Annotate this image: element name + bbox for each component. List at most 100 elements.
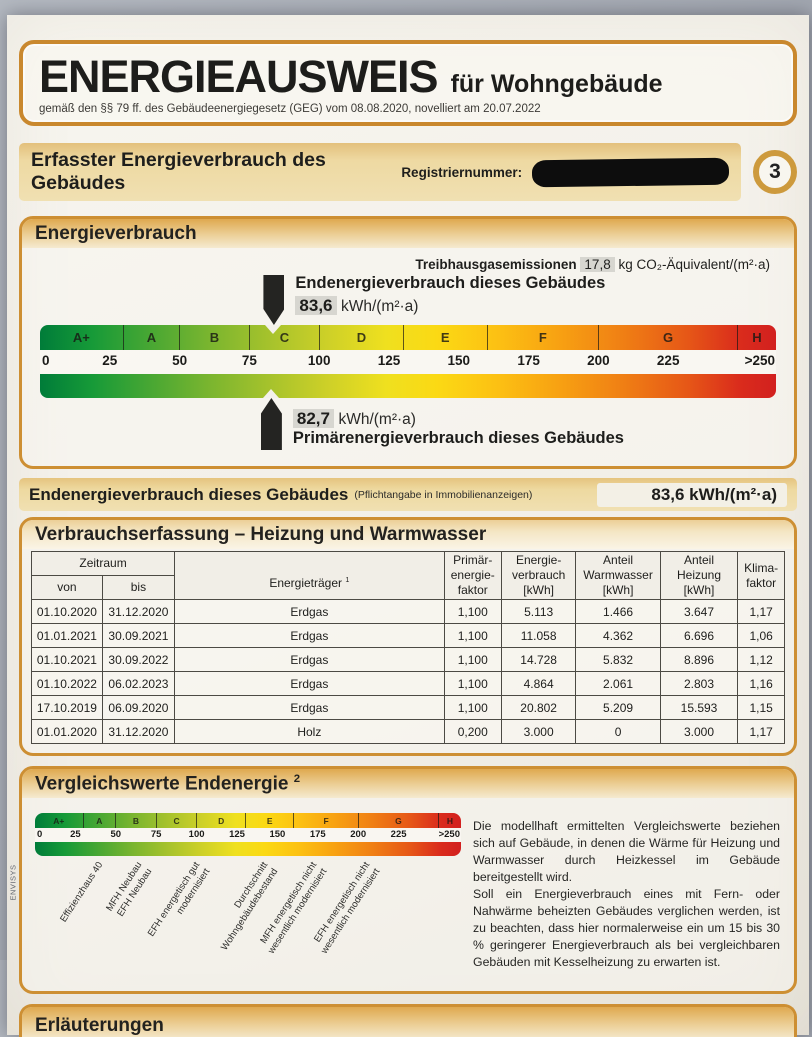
end-energy-pointer-row: Endenergieverbrauch dieses Gebäudes 83,6… <box>40 272 776 325</box>
scale-tick-150: 150 <box>269 829 286 841</box>
table-cell: 5.832 <box>575 647 661 672</box>
mandatory-note: (Pflichtangabe in Immobilienanzeigen) <box>354 488 533 501</box>
main-energy-scale: A+ A B C D E F G H 0 25 50 75 100 125 150 175 200 225 >250 <box>40 325 776 398</box>
scale-segment-B: B <box>180 325 250 350</box>
table-cell: 1.466 <box>575 599 661 624</box>
table-cell: 1,100 <box>443 599 502 624</box>
scale-tick-50: 50 <box>110 829 122 841</box>
section-bar-title: Erfasster Energieverbrauch des Gebäudes <box>31 149 326 194</box>
comparison-scale-tick-row: 0 25 50 75 100 125 150 175 200 225 >250 <box>35 828 461 843</box>
scale-tick-50: 50 <box>172 353 188 368</box>
table-cell: 3.000 <box>500 719 577 744</box>
table-cell: 30.09.2021 <box>101 623 176 648</box>
scale-segment-C: C <box>157 813 198 829</box>
table-cell: 20.802 <box>500 695 577 720</box>
primary-energy-unit: kWh/(m²·a) <box>338 411 416 428</box>
scale-tick-25: 25 <box>102 353 118 368</box>
law-reference: gemäß den §§ 79 ff. des Gebäudeenergiege… <box>39 103 541 115</box>
table-cell: 17.10.2019 <box>31 695 103 720</box>
comparison-scale: A+ A B C D E F G H 0 25 50 75 100 125 150 175 200 225 >250 <box>35 813 461 857</box>
scale-tick-200: 200 <box>587 353 610 368</box>
scale-segment-E: E <box>404 325 488 350</box>
scale-tick-125: 125 <box>229 829 245 841</box>
scale-segment-F: F <box>294 813 359 829</box>
table-cell: 1,16 <box>737 671 785 696</box>
scale-segment-E: E <box>246 813 295 829</box>
main-scale-tick-row: 0 25 50 75 100 125 150 175 200 225 >250 <box>40 350 776 374</box>
col-header-anteil-heizung: Anteil Heizung [kWh] <box>659 551 739 600</box>
comparison-scale-letter-band: A+ A B C D E F G H <box>35 813 461 829</box>
scale-tick-75: 75 <box>150 829 162 841</box>
table-cell: 1,100 <box>443 695 502 720</box>
table-cell: 5.113 <box>500 599 577 624</box>
scale-segment-F: F <box>488 325 599 350</box>
scale-tick-0: 0 <box>37 829 43 841</box>
comparison-paragraph-2: Soll ein Energieverbrauch eines mit Fern… <box>473 887 780 970</box>
table-cell: 5.209 <box>575 695 661 720</box>
table-cell: 0,200 <box>443 719 502 744</box>
table-row: 01.01.2021 30.09.2021 Erdgas 1,100 11.058 4.3… <box>31 623 785 648</box>
table-cell: 01.10.2021 <box>31 647 103 672</box>
scale-tick-100: 100 <box>188 829 205 841</box>
table-cell: 2.803 <box>659 671 739 696</box>
mandatory-value: 83,6 kWh/(m²·a) <box>597 482 787 507</box>
table-row: 01.10.2022 06.02.2023 Erdgas 1,100 4.864 2.06… <box>31 671 785 696</box>
table-cell: 1,100 <box>443 623 502 648</box>
scale-tick-75: 75 <box>241 353 257 368</box>
main-scale-letter-band: A+ A B C D E F G H <box>40 325 776 350</box>
section-bar-erfasster-energieverbrauch: Erfasster Energieverbrauch des Gebäudes … <box>19 143 741 201</box>
scale-tick-25: 25 <box>70 829 81 841</box>
table-cell: 1,100 <box>443 647 502 672</box>
col-header-primaerenergiefaktor: Primär- energie- faktor <box>443 551 502 600</box>
usage-table-box: Verbrauchserfassung – Heizung und Warmwa… <box>19 517 797 756</box>
scale-tick-175: 175 <box>517 353 540 368</box>
primary-energy-value: 82,7 <box>292 409 334 428</box>
table-cell: 31.12.2020 <box>101 719 176 744</box>
table-cell: 4.864 <box>500 671 577 696</box>
scale-segment-D: D <box>197 813 246 829</box>
table-cell: 15.593 <box>659 695 739 720</box>
table-cell: 6.696 <box>659 623 739 648</box>
table-cell: 01.10.2022 <box>31 671 103 696</box>
table-cell: Erdgas <box>174 671 445 696</box>
end-energy-value: 83,6 <box>295 296 337 315</box>
table-cell: 01.01.2020 <box>31 719 103 744</box>
next-section-title: Erläuterungen <box>22 1007 794 1037</box>
usage-section-header: Verbrauchserfassung – Heizung und Warmwa… <box>22 520 794 549</box>
table-cell: 1,17 <box>737 599 785 624</box>
scale-segment-G: G <box>599 325 738 350</box>
next-section-partial: Erläuterungen <box>19 1004 797 1037</box>
table-cell: 01.10.2020 <box>31 599 103 624</box>
energy-section-header: Energieverbrauch <box>22 219 794 248</box>
table-row: 01.10.2021 30.09.2022 Erdgas 1,100 14.728 5.8… <box>31 647 785 672</box>
comparison-section-header: Vergleichswerte Endenergie 2 <box>22 769 794 799</box>
scale-tick-225: 225 <box>390 829 407 841</box>
scale-segment-A: A <box>124 325 180 350</box>
scale-tick-150: 150 <box>447 353 471 368</box>
certificate-page: ENERGIEAUSWEIS für Wohngebäude gemäß den… <box>7 15 809 1037</box>
table-cell: 1,12 <box>737 647 785 672</box>
scale-segment-H: H <box>752 330 762 345</box>
table-cell: Holz <box>174 719 445 744</box>
table-cell: 8.896 <box>659 647 739 672</box>
scale-tick->250: >250 <box>744 353 775 368</box>
table-cell: 1,17 <box>737 719 785 744</box>
registration-number-label: Registriernummer: <box>401 164 523 180</box>
scale-notch-bottom <box>262 389 279 398</box>
comparison-explanation: Die modellhaft ermittelten Vergleichswer… <box>469 798 794 991</box>
comparison-scale-lower-band <box>35 842 461 857</box>
table-cell: Erdgas <box>174 623 445 648</box>
table-row: 01.10.2020 31.12.2020 Erdgas 1,100 5.113 1.46… <box>31 599 785 624</box>
table-cell: 11.058 <box>500 623 577 648</box>
title-box: ENERGIEAUSWEIS für Wohngebäude gemäß den… <box>19 40 797 126</box>
scale-tick-0: 0 <box>42 353 50 368</box>
table-cell: 2.061 <box>575 671 661 696</box>
ghg-label: Treibhausgasemissionen <box>415 257 577 272</box>
down-arrow-marker <box>263 275 285 325</box>
comparison-paragraph-1: Die modellhaft ermittelten Vergleichswer… <box>473 819 780 885</box>
page-number-badge: 3 <box>753 150 797 194</box>
scale-tick-125: 125 <box>377 353 401 368</box>
scale-segment-D: D <box>320 325 404 350</box>
scale-tick-225: 225 <box>656 353 680 368</box>
table-cell: 06.09.2020 <box>101 695 176 720</box>
